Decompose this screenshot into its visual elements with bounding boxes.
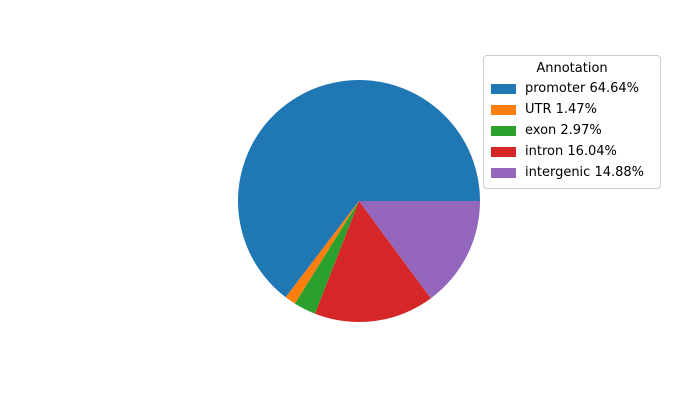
legend-item-promoter: promoter 64.64%	[490, 78, 654, 99]
legend-swatch-exon	[491, 125, 516, 136]
pie-slice-exon	[294, 201, 359, 314]
pie-slice-UTR	[285, 201, 359, 304]
legend-item-intron: intron 16.04%	[490, 141, 654, 162]
legend-item-utr: UTR 1.47%	[490, 99, 654, 120]
legend-item-intergenic: intergenic 14.88%	[490, 162, 654, 183]
legend-label-exon: exon 2.97%	[525, 123, 602, 138]
legend-label-utr: UTR 1.47%	[525, 102, 597, 117]
pie-slice-intergenic	[359, 201, 480, 299]
pie-slice-intron	[315, 201, 431, 323]
legend-swatch-intergenic	[491, 167, 516, 178]
legend-title: Annotation	[536, 61, 608, 76]
pie-slices	[237, 80, 480, 323]
legend-box: Annotation promoter 64.64% UTR 1.47% exo…	[483, 55, 661, 189]
pie-slice-promoter	[237, 80, 480, 298]
legend-label-promoter: promoter 64.64%	[525, 81, 640, 96]
legend-swatch-promoter	[491, 83, 516, 94]
legend-swatch-utr	[491, 104, 516, 115]
legend-item-exon: exon 2.97%	[490, 120, 654, 141]
legend-label-intergenic: intergenic 14.88%	[525, 165, 645, 180]
legend-label-intron: intron 16.04%	[525, 144, 617, 159]
legend-swatch-intron	[491, 146, 516, 157]
